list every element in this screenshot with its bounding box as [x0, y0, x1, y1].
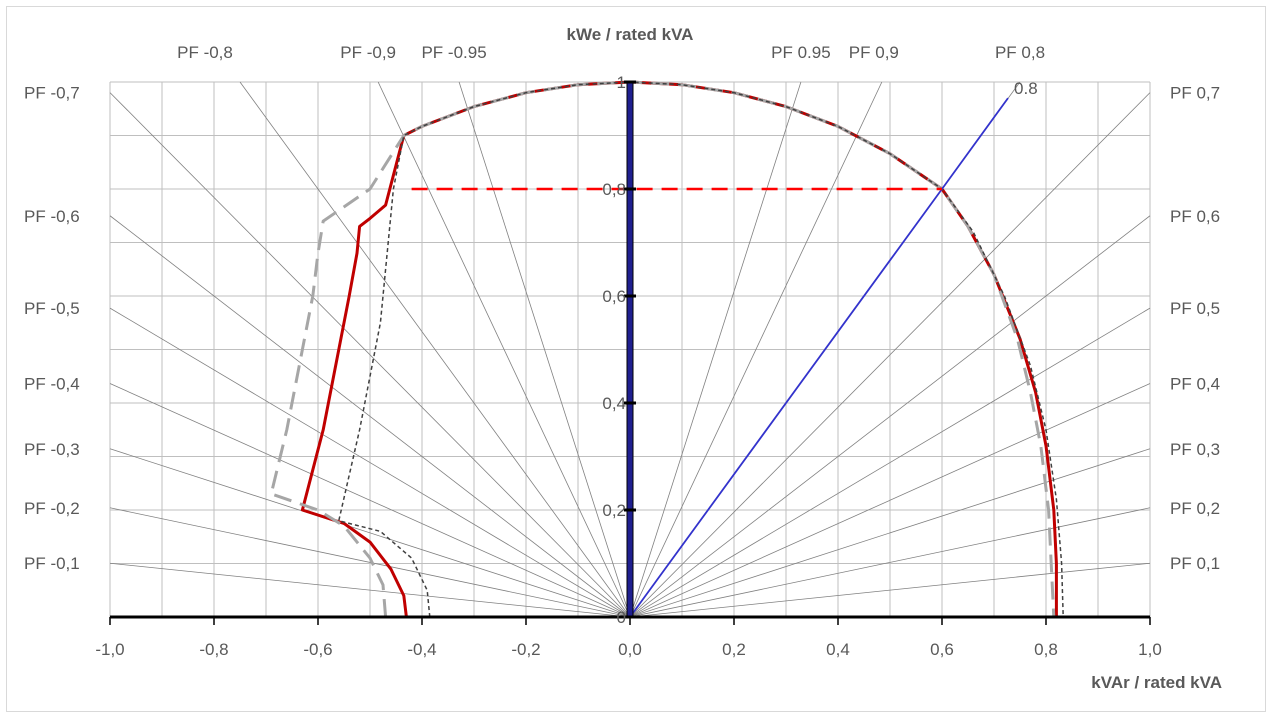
x-tick-label: -0,2	[511, 640, 540, 659]
x-axis-title: kVAr / rated kVA	[1091, 673, 1222, 692]
y-tick-label: 1	[617, 73, 626, 92]
pf-label-right: PF 0,3	[1170, 440, 1220, 459]
x-tick-label: -0,4	[407, 640, 436, 659]
pf-radial-line	[629, 562, 1151, 618]
pf-radial-line	[629, 383, 1151, 618]
x-tick-label: 0,2	[722, 640, 746, 659]
pf-line-label: 0.8	[1014, 79, 1038, 98]
pf-label-top: PF -0,9	[340, 43, 396, 62]
y-tick-label: 0,8	[602, 180, 626, 199]
pf-label-left: PF -0,3	[24, 440, 80, 459]
pf-label-top: PF 0,9	[849, 43, 899, 62]
y-axis-title: kWe / rated kVA	[567, 25, 694, 44]
labels: -1,0 -0,8 -0,6 -0,4 -0,2 0,0 0,2 0,4 0,6 0,8 1,0 0 0…	[24, 25, 1222, 692]
pf-radial-line	[239, 81, 631, 618]
x-tick-label: -0,6	[303, 640, 332, 659]
y-tick-label: 0	[617, 608, 626, 627]
pf-radial-line	[629, 81, 883, 618]
x-tick-label: 0,6	[930, 640, 954, 659]
pf-radial-line	[109, 507, 631, 618]
pf-label-left: PF -0,5	[24, 299, 80, 318]
y-tick-label: 0,4	[602, 394, 626, 413]
pf-label-left: PF -0,1	[24, 554, 80, 573]
x-tick-label: 0,8	[1034, 640, 1058, 659]
y-axis-bar	[626, 81, 634, 618]
pf-radial-line	[458, 81, 631, 618]
x-tick-label: -1,0	[95, 640, 124, 659]
x-tick-label: 0,0	[618, 640, 642, 659]
pf-radial-line	[629, 92, 1151, 618]
series-line-3	[338, 81, 1064, 618]
pf-radial-line	[109, 92, 631, 618]
pf-radial-line	[109, 562, 631, 618]
pf-radial-line	[629, 215, 1151, 618]
pf-label-right: PF 0,5	[1170, 299, 1220, 318]
pf-radial-line	[629, 81, 802, 618]
pf-label-left: PF -0,6	[24, 207, 80, 226]
series-line-4	[629, 97, 1009, 618]
y-tick-label: 0,2	[602, 501, 626, 520]
x-tick-label: -0,8	[199, 640, 228, 659]
pf-radial-line	[629, 448, 1151, 618]
pf-label-right: PF 0,2	[1170, 499, 1220, 518]
pf-label-left: PF -0,4	[24, 375, 80, 394]
pf-label-right: PF 0,6	[1170, 207, 1220, 226]
data-series	[269, 80, 1064, 618]
pf-label-top: PF 0.95	[771, 43, 831, 62]
pf-radial-lines	[109, 81, 1151, 618]
axes	[109, 80, 1151, 625]
pf-radial-line	[377, 81, 631, 618]
pf-label-left: PF -0,7	[24, 84, 80, 103]
pf-label-top: PF -0.95	[421, 43, 486, 62]
pf-radial-line	[629, 507, 1151, 618]
pf-label-top: PF 0,8	[995, 43, 1045, 62]
x-tick-label: 1,0	[1138, 640, 1162, 659]
pf-radial-line	[629, 307, 1151, 618]
pf-label-right: PF 0,4	[1170, 375, 1220, 394]
pf-label-left: PF -0,2	[24, 499, 80, 518]
pf-label-right: PF 0,1	[1170, 554, 1220, 573]
pf-radial-line	[109, 448, 631, 618]
pf-radial-line	[109, 383, 631, 618]
pf-radial-line	[109, 307, 631, 618]
y-tick-label: 0,6	[602, 287, 626, 306]
x-tick-label: 0,4	[826, 640, 850, 659]
pf-label-top: PF -0,8	[177, 43, 233, 62]
pf-label-right: PF 0,7	[1170, 84, 1220, 103]
pf-radial-line	[109, 215, 631, 618]
